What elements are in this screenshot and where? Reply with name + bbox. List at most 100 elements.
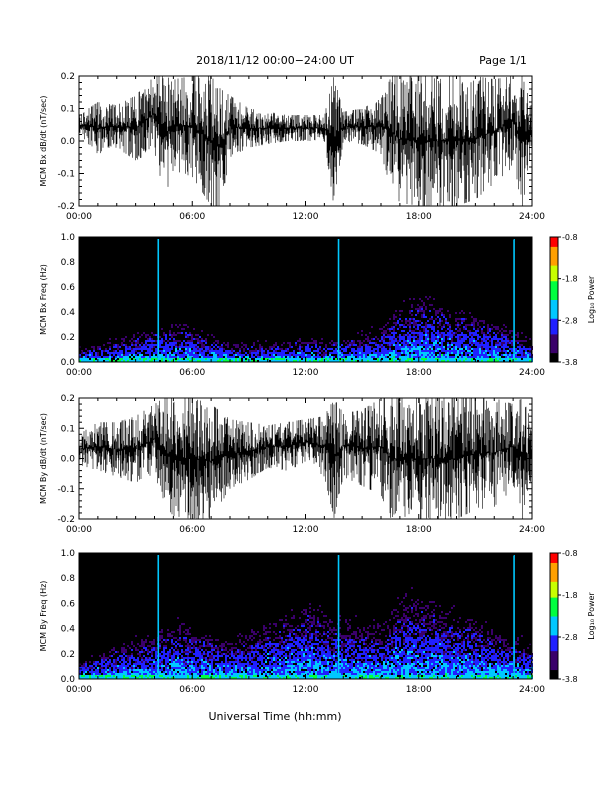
spectrogram-cell <box>391 360 393 362</box>
spectrogram-cell <box>297 671 299 673</box>
spectrogram-cell <box>311 675 313 677</box>
spectrogram-cell <box>465 326 467 328</box>
spectrogram-cell <box>399 344 401 346</box>
spectrogram-cell <box>209 360 211 362</box>
spectrogram-cell <box>167 360 169 362</box>
spectrogram-cell <box>395 360 397 362</box>
spectrogram-cell <box>143 348 145 350</box>
spectrogram-cell <box>253 671 255 673</box>
spectrogram-cell <box>229 669 231 671</box>
spectrogram-cell <box>375 356 377 358</box>
spectrogram-cell <box>207 653 209 655</box>
spectrogram-cell <box>235 659 237 661</box>
spectrogram-cell <box>389 328 391 330</box>
spectrogram-cell <box>279 649 281 651</box>
spectrogram-cell <box>463 350 465 352</box>
spectrogram-cell <box>145 649 147 651</box>
spectrogram-cell <box>137 340 139 342</box>
spectrogram-cell <box>227 643 229 645</box>
spectrogram-cell <box>215 354 217 356</box>
spectrogram-cell <box>407 332 409 334</box>
spectrogram-cell <box>263 653 265 655</box>
spectrogram-cell <box>171 659 173 661</box>
spectrogram-cell <box>323 641 325 643</box>
spectrogram-cell <box>433 358 435 360</box>
spectrogram-cell <box>455 342 457 344</box>
spectrogram-cell <box>169 350 171 352</box>
spectrogram-cell <box>227 360 229 362</box>
spectrogram-cell <box>203 673 205 675</box>
spectrogram-cell <box>309 637 311 639</box>
spectrogram-cell <box>411 360 413 362</box>
spectrogram-cell <box>197 677 199 679</box>
spectrogram-cell <box>199 653 201 655</box>
spectrogram-cell <box>521 352 523 354</box>
spectrogram-cell <box>201 675 203 677</box>
spectrogram-cell <box>233 661 235 663</box>
spectrogram-cell <box>439 334 441 336</box>
spectrogram-cell <box>159 669 161 671</box>
spectrogram-cell <box>413 346 415 348</box>
spectrogram-cell <box>425 330 427 332</box>
spectrogram-cell <box>257 663 259 665</box>
spectrogram-cell <box>189 641 191 643</box>
spectrogram-cell <box>213 336 215 338</box>
spectrogram-cell <box>351 659 353 661</box>
spectrogram-cell <box>447 324 449 326</box>
spectrogram-cell <box>477 336 479 338</box>
spectrogram-cell <box>311 651 313 653</box>
colorbar-segment <box>550 290 558 294</box>
spectrogram-cell <box>267 639 269 641</box>
spectrogram-cell <box>327 643 329 645</box>
spectrogram-cell <box>415 346 417 348</box>
spectrogram-cell <box>251 661 253 663</box>
spectrogram-cell <box>211 659 213 661</box>
spectrogram-cell <box>109 352 111 354</box>
spectrogram-cell <box>383 358 385 360</box>
spectrogram-cell <box>517 358 519 360</box>
spectrogram-cell <box>131 657 133 659</box>
spectrogram-cell <box>389 344 391 346</box>
spectrogram-cell <box>413 338 415 340</box>
spectrogram-cell <box>269 665 271 667</box>
y-tick-label: 0.1 <box>61 424 75 434</box>
spectrogram-cell <box>83 671 85 673</box>
spectrogram-cell <box>335 344 337 346</box>
spectrogram-cell <box>111 671 113 673</box>
spectrogram-cell <box>241 673 243 675</box>
spectrogram-cell <box>275 647 277 649</box>
spectrogram-cell <box>401 358 403 360</box>
spectrogram-cell <box>217 342 219 344</box>
spectrogram-cell <box>207 655 209 657</box>
spectrogram-cell <box>409 336 411 338</box>
spectrogram-cell <box>431 304 433 306</box>
spectrogram-cell <box>195 665 197 667</box>
spectrogram-cell <box>341 641 343 643</box>
spectrogram-cell <box>301 611 303 613</box>
spectrogram-cell <box>289 629 291 631</box>
spectrogram-cell <box>291 667 293 669</box>
spectrogram-cell <box>243 358 245 360</box>
spectrogram-cell <box>325 669 327 671</box>
spectrogram-cell <box>319 625 321 627</box>
spectrogram-cell <box>85 661 87 663</box>
spectrogram-cell <box>213 657 215 659</box>
spectrogram-cell <box>301 633 303 635</box>
spectrogram-cell <box>163 350 165 352</box>
spectrogram-cell <box>147 669 149 671</box>
spectrogram-cell <box>327 348 329 350</box>
x-tick-label: 06:00 <box>179 525 205 535</box>
spectrogram-cell <box>295 641 297 643</box>
spectrogram-cell <box>103 653 105 655</box>
spectrogram-cell <box>161 358 163 360</box>
spectrogram-cell <box>217 360 219 362</box>
spectrogram-cell <box>319 669 321 671</box>
spectrogram-cell <box>177 340 179 342</box>
spectrogram-cell <box>135 663 137 665</box>
spectrogram-cell <box>199 677 201 679</box>
spectrogram-cell <box>173 338 175 340</box>
spectrogram-cell <box>183 360 185 362</box>
spectrogram-cell <box>171 641 173 643</box>
spectrogram-cell <box>165 352 167 354</box>
spectrogram-cell <box>209 352 211 354</box>
